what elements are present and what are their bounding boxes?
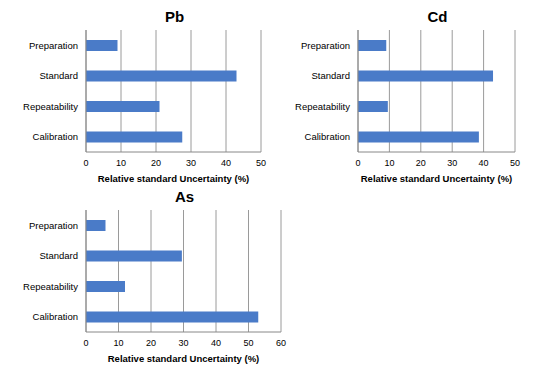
svg-text:Repeatability: Repeatability [23,281,78,292]
svg-text:Repeatability: Repeatability [23,101,78,112]
svg-text:50: 50 [510,158,520,168]
svg-text:30: 30 [447,158,457,168]
svg-text:40: 40 [221,158,231,168]
svg-text:40: 40 [479,158,489,168]
svg-text:50: 50 [256,158,266,168]
svg-text:30: 30 [178,338,188,348]
svg-text:Calibration: Calibration [305,131,350,142]
svg-text:20: 20 [151,158,161,168]
html-text:As: As [174,188,195,205]
svg-text:50: 50 [243,338,253,348]
svg-text:0: 0 [83,338,88,348]
svg-text:Relative standard Uncertainty: Relative standard Uncertainty (%) [361,173,513,184]
svg-text:Standard: Standard [39,250,78,261]
svg-text:Calibration: Calibration [33,311,78,322]
svg-text:Standard: Standard [311,70,350,81]
svg-text:20: 20 [146,338,156,348]
svg-text:Standard: Standard [39,70,78,81]
svg-text:20: 20 [416,158,426,168]
svg-text:60: 60 [276,338,286,348]
svg-text:0: 0 [83,158,88,168]
svg-text:10: 10 [116,158,126,168]
svg-text:30: 30 [186,158,196,168]
svg-text:Preparation: Preparation [29,220,78,231]
html-text:Cd: Cd [427,8,448,25]
svg-text:Repeatability: Repeatability [295,101,350,112]
html-text:Pb: Pb [164,8,185,25]
svg-text:Relative standard Uncertainty: Relative standard Uncertainty (%) [108,353,260,364]
svg-text:0: 0 [355,158,360,168]
svg-text:Calibration: Calibration [33,131,78,142]
svg-text:40: 40 [211,338,221,348]
svg-text:Relative standard Uncertainty: Relative standard Uncertainty (%) [98,173,250,184]
svg-text:10: 10 [113,338,123,348]
svg-text:Preparation: Preparation [301,40,350,51]
svg-text:10: 10 [384,158,394,168]
svg-text:Preparation: Preparation [29,40,78,51]
